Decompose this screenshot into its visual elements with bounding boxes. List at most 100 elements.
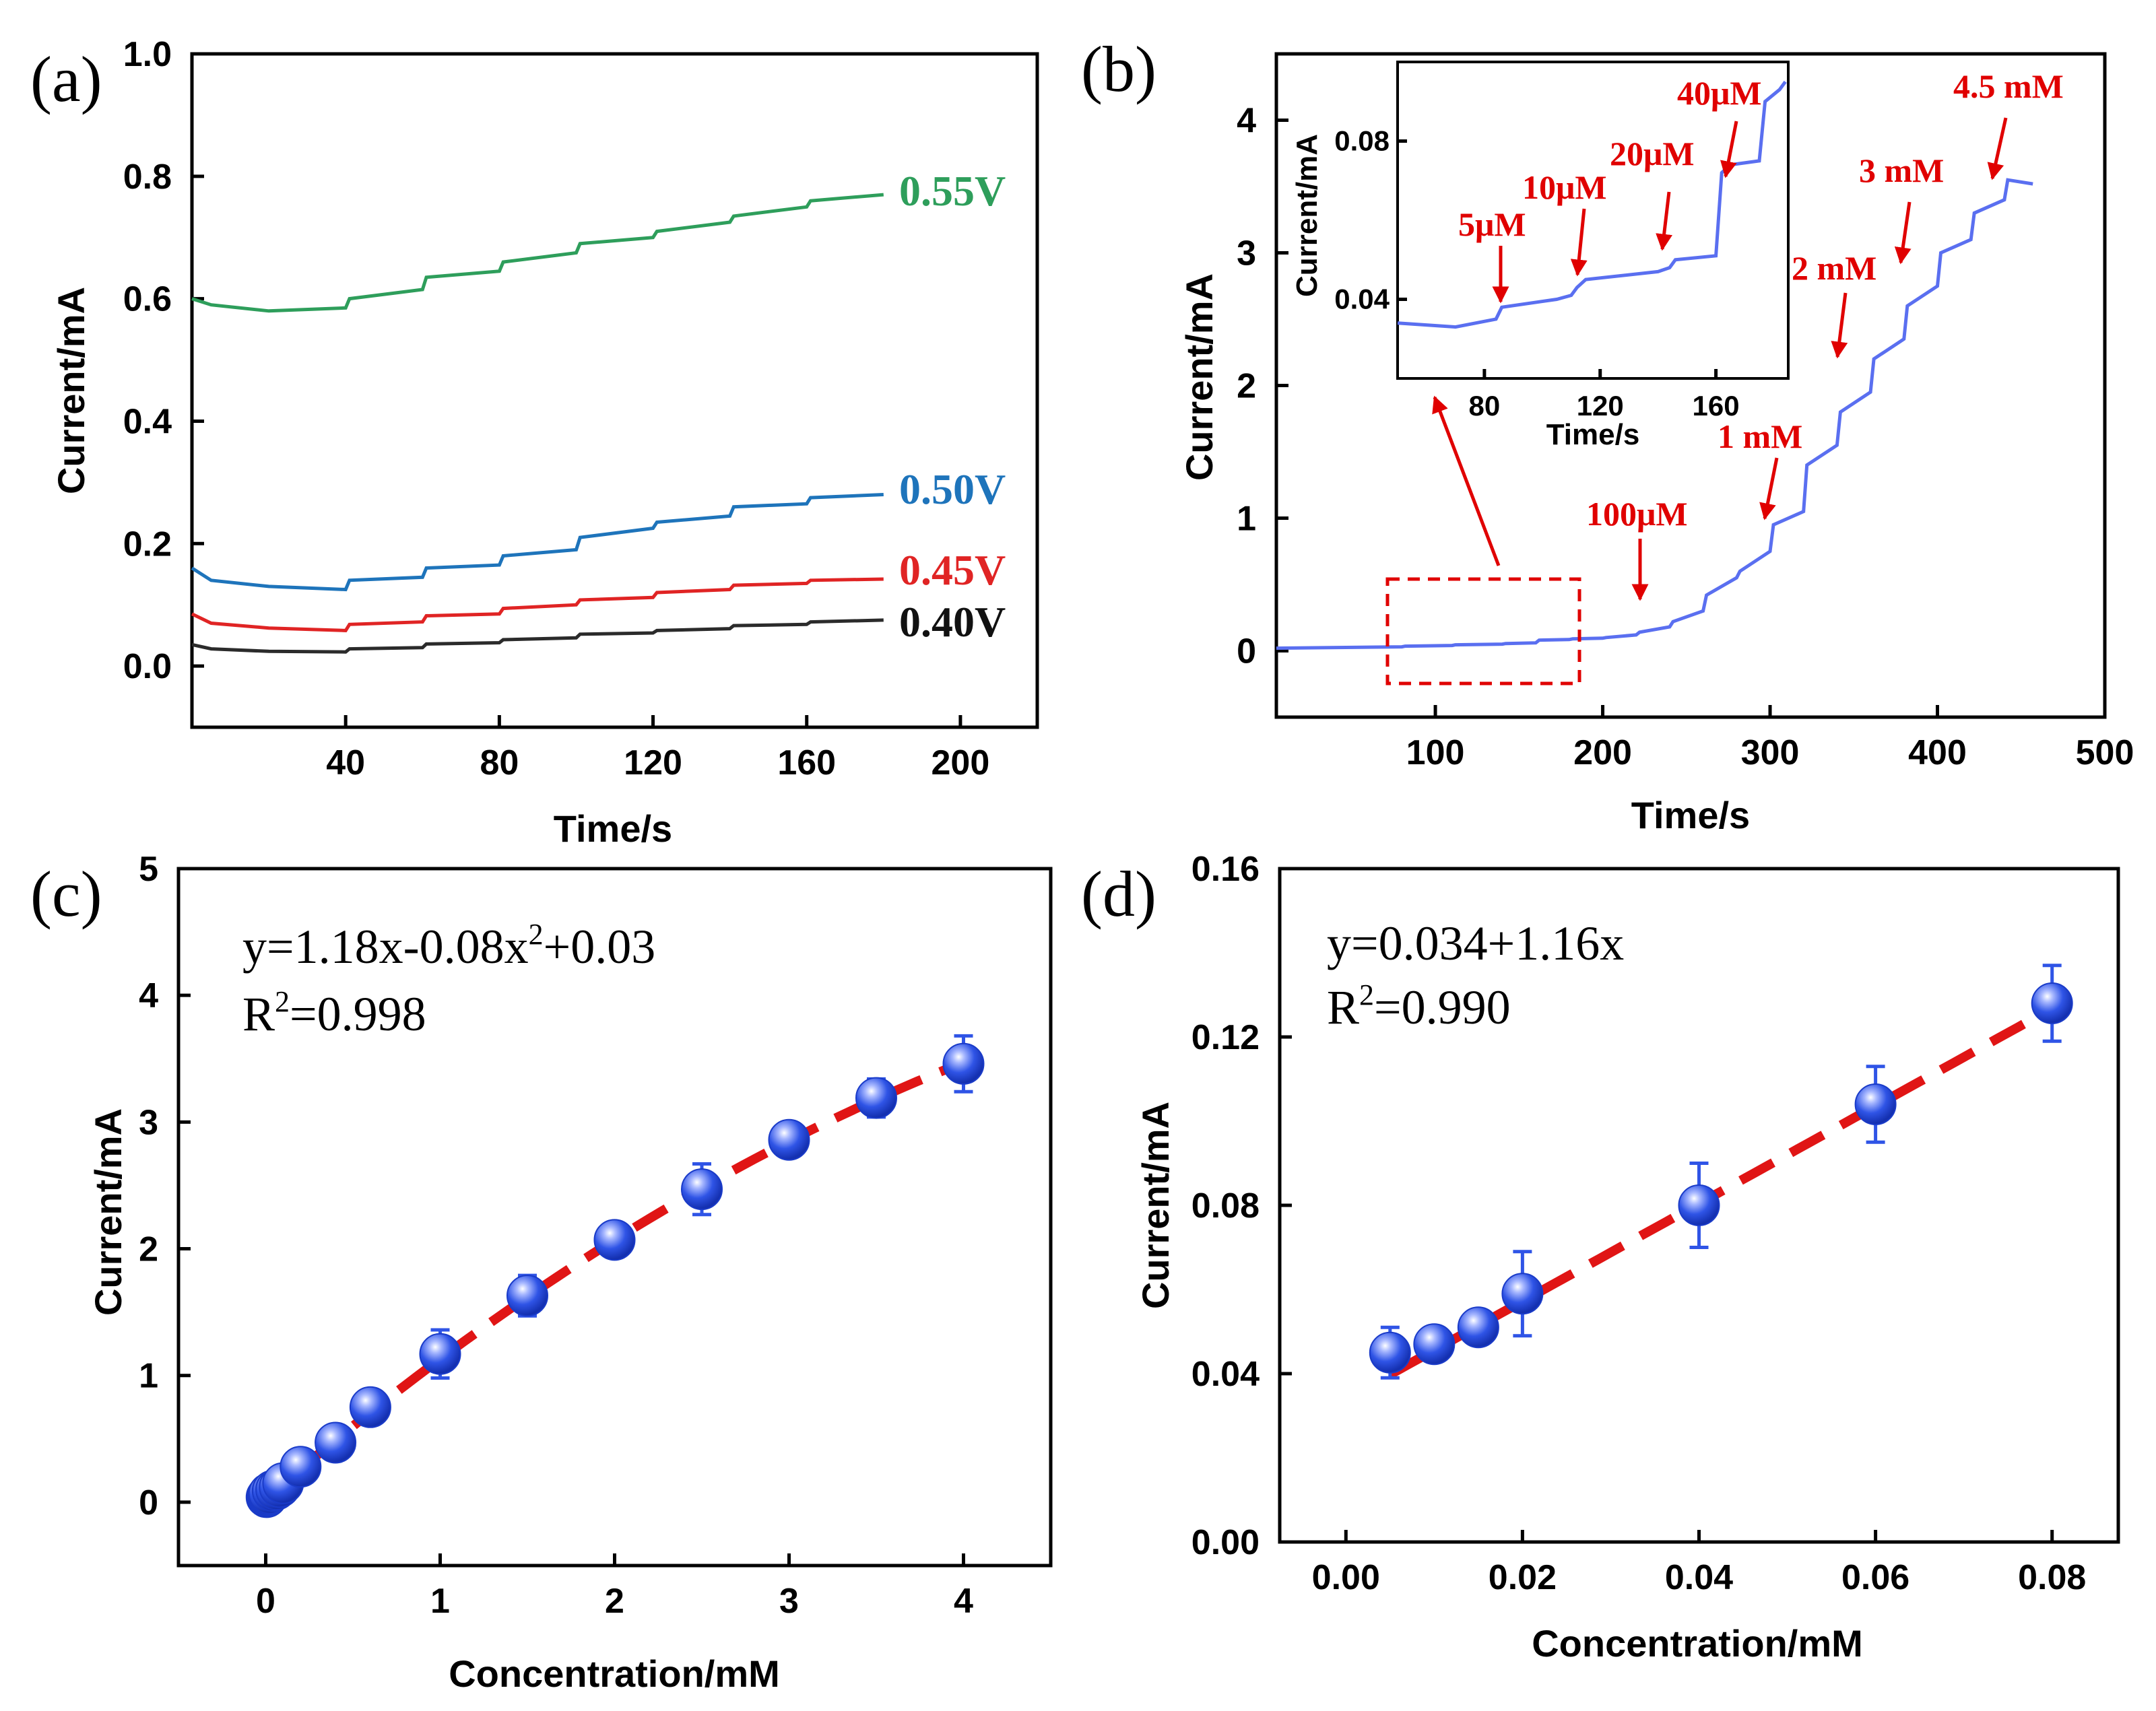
panel-d-r2-value: =0.990 — [1374, 980, 1511, 1034]
panel-d-y-tick-label: 0.12 — [1191, 1018, 1260, 1057]
panel-c-data-point — [507, 1275, 548, 1317]
inset-x-tick-label: 160 — [1693, 390, 1740, 422]
panel-c-x-tick-label: 0 — [256, 1582, 275, 1621]
panel-b: (b) 0 1 2 3 4 100 200 300 400 500 Time/s Current… — [1081, 33, 2134, 836]
inset-arrow-10um — [1570, 208, 1588, 277]
panel-c-r2-prefix: R — [242, 987, 275, 1041]
panel-a-label: (a) — [30, 43, 102, 115]
panel-a-x-tick-label: 200 — [932, 743, 990, 782]
inset-annot-5um: 5μM — [1458, 205, 1526, 243]
panel-d-y-tick-label: 0.00 — [1191, 1523, 1260, 1562]
panel-d-r2-prefix: R — [1327, 980, 1359, 1034]
panel-a-y-title: Current/mA — [50, 287, 92, 494]
panel-b-y-tick-label: 0 — [1237, 632, 1256, 671]
inset-x-tick-label: 80 — [1469, 390, 1501, 422]
inset-x-title: Time/s — [1546, 418, 1640, 451]
zoom-arrow — [1432, 395, 1501, 566]
panel-d-y-tick-label: 0.16 — [1191, 850, 1260, 889]
panel-d-data-point — [1457, 1306, 1499, 1349]
panel-c-equation-sup: 2 — [529, 918, 544, 951]
panel-c-data-point — [942, 1042, 985, 1085]
panel-b-y-title: Current/mA — [1178, 273, 1220, 481]
inset-arrow-20um — [1656, 191, 1673, 251]
inset-x-tick-label: 120 — [1577, 390, 1624, 422]
panel-c-x-tick-label: 2 — [605, 1582, 624, 1621]
panel-d-r2-sup: 2 — [1359, 978, 1374, 1011]
series-0-55v — [191, 193, 884, 313]
panel-a-x-tick-label: 40 — [326, 743, 365, 782]
panel-c-x-tick-label: 1 — [430, 1582, 450, 1621]
panel-b-y-tick-label: 3 — [1237, 234, 1256, 273]
panel-a: (a) 0.0 0.2 0.4 0.6 0.8 1.0 40 80 120 160 200 Tim… — [30, 35, 1039, 850]
panel-c-fit-curve — [262, 1058, 966, 1502]
panel-b-x-tick-label: 200 — [1573, 733, 1632, 772]
panel-b-x-tick-label: 100 — [1406, 733, 1465, 772]
panel-c-y-tick-label: 2 — [139, 1230, 158, 1269]
panel-a-y-tick-label: 1.0 — [123, 35, 172, 74]
panel-a-series — [191, 193, 884, 654]
panel-b-x-ticks: 100 200 300 400 500 — [1406, 705, 2134, 772]
panel-c-data-point — [768, 1118, 810, 1161]
panel-d-label: (d) — [1081, 858, 1156, 930]
panel-a-x-tick-label: 80 — [480, 743, 519, 782]
panel-c-y-title: Current/mA — [87, 1108, 129, 1316]
panel-d-x-tick-label: 0.02 — [1489, 1558, 1557, 1597]
panel-d-points — [1369, 964, 2073, 1380]
panel-c-r2: R2=0.998 — [242, 985, 426, 1041]
panel-a-x-tick-label: 160 — [777, 743, 836, 782]
arrow-3mm — [1894, 201, 1912, 265]
panel-c-equation-main: y=1.18x-0.08x — [242, 920, 529, 974]
panel-c-equation: y=1.18x-0.08x2+0.03 — [242, 918, 655, 974]
inset-series — [1397, 80, 1787, 329]
panel-c: (c) 0 1 2 3 4 5 0 1 2 3 4 Concentration/mM Curren… — [30, 850, 1053, 1695]
panel-d-data-point — [1854, 1083, 1897, 1125]
series-0-45v — [191, 577, 884, 632]
zoom-region-box — [1385, 577, 1581, 685]
panel-d-x-tick-label: 0.00 — [1312, 1558, 1380, 1597]
panel-d-y-tick-label: 0.04 — [1191, 1355, 1260, 1394]
panel-a-y-tick-label: 0.8 — [123, 158, 172, 197]
panel-d-fit-curve — [1387, 1004, 2055, 1379]
panel-a-y-tick-label: 0.4 — [123, 402, 172, 441]
inset-annot-20um: 20μM — [1610, 135, 1695, 172]
label-0-40v: 0.40V — [899, 598, 1006, 646]
panel-d-y-tick-label: 0.08 — [1191, 1186, 1260, 1226]
panel-d-x-tick-label: 0.04 — [1665, 1558, 1733, 1597]
inset-annot-10um: 10μM — [1522, 168, 1607, 206]
panel-c-r2-value: =0.998 — [290, 987, 426, 1041]
label-0-50v: 0.50V — [899, 465, 1006, 513]
panel-d-data-point — [1413, 1323, 1456, 1366]
arrow-2mm — [1831, 292, 1848, 359]
panel-b-x-tick-label: 500 — [2076, 733, 2134, 772]
panel-c-y-tick-label: 3 — [139, 1103, 158, 1142]
panel-c-x-tick-label: 4 — [954, 1582, 973, 1621]
panel-c-x-tick-label: 3 — [779, 1582, 799, 1621]
series-amperometric-response — [1276, 178, 2033, 650]
inset-y-ticks: 0.04 0.08 — [1334, 125, 1407, 315]
panel-c-data-point — [280, 1446, 322, 1488]
panel-d-x-tick-label: 0.06 — [1841, 1558, 1909, 1597]
annot-2mm: 2 mM — [1792, 249, 1876, 287]
panel-a-y-tick-label: 0.0 — [123, 647, 172, 686]
panel-d-data-point — [1678, 1184, 1720, 1226]
panel-c-y-tick-label: 1 — [139, 1357, 158, 1396]
panel-d-y-ticks: 0.00 0.04 0.08 0.12 0.16 — [1191, 850, 1292, 1562]
annot-100um: 100μM — [1586, 495, 1688, 533]
panel-c-y-tick-label: 0 — [139, 1483, 158, 1522]
panel-c-x-ticks: 0 1 2 3 4 — [256, 1553, 973, 1621]
panel-c-points — [245, 1034, 985, 1518]
panel-d-equation: y=0.034+1.16x — [1327, 916, 1624, 970]
panel-c-fit-line — [262, 1058, 966, 1502]
panel-c-data-point — [681, 1168, 723, 1211]
panel-c-data-point — [315, 1421, 357, 1464]
inset-arrow-40um — [1720, 121, 1738, 178]
panel-d-x-tick-label: 0.08 — [2018, 1558, 2086, 1597]
panel-b-label: (b) — [1081, 33, 1156, 105]
inset-y-tick-label: 0.04 — [1334, 283, 1390, 315]
panel-a-y-tick-label: 0.2 — [123, 525, 172, 564]
panel-b-y-ticks: 0 1 2 3 4 — [1237, 102, 1288, 671]
panel-d-data-point — [1369, 1331, 1411, 1374]
panel-c-data-point — [419, 1333, 461, 1375]
panel-d-r2: R2=0.990 — [1327, 978, 1511, 1034]
inset-series-line — [1397, 80, 1787, 329]
